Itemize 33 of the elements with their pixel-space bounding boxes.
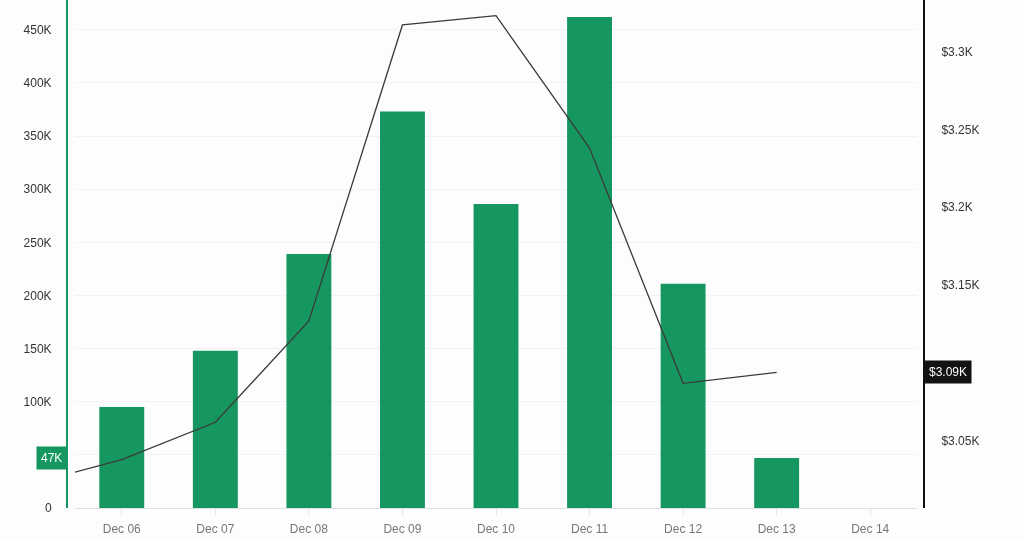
x-tick-label: Dec 09 [383,522,422,537]
y-tick-label: 450K [23,22,52,37]
x-tick-label: Dec 08 [289,522,329,537]
bar [99,407,145,508]
y2-tick-label: $3.3K [941,44,973,59]
y-tick-label: 150K [23,341,52,356]
y-tick-label: 0 [44,501,52,516]
y-tick-label: 250K [23,235,52,250]
bar [567,17,613,508]
bar [192,350,238,508]
y-tick-label: 350K [23,129,52,144]
x-tick-label: Dec 10 [476,522,516,537]
x-tick-label: Dec 13 [757,522,796,537]
y2-tick-label: $3.25K [941,122,980,137]
bar [473,204,519,508]
y-tick-label: 200K [23,288,52,303]
bar [286,254,332,508]
x-tick-label: Dec 06 [102,522,142,537]
y-tick-label: 400K [23,76,52,91]
x-tick-label: Dec 14 [851,522,890,537]
y-tick-label: 100K [23,394,52,409]
bar [379,111,425,508]
x-tick-label: Dec 12 [664,522,703,537]
text: 47K [41,451,63,465]
x-tick-label: Dec 07 [196,522,235,537]
x-tick-label: Dec 11 [570,522,609,537]
bar [754,458,800,508]
bar [660,283,706,508]
y2-tick-label: $3.05K [941,434,980,449]
text: $3.09K [929,365,968,379]
y2-tick-label: $3.15K [941,278,980,293]
y-tick-label: 300K [23,182,52,197]
y2-tick-label: $3.2K [941,200,973,215]
